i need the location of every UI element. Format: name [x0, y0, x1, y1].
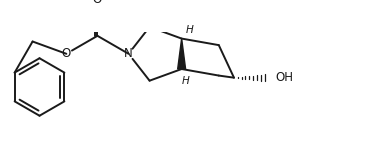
Text: H: H — [182, 76, 190, 86]
Text: N: N — [124, 47, 133, 60]
Text: O: O — [93, 0, 102, 6]
Text: H: H — [186, 25, 194, 35]
Text: O: O — [62, 47, 71, 60]
Polygon shape — [178, 39, 186, 69]
Text: OH: OH — [276, 71, 294, 84]
